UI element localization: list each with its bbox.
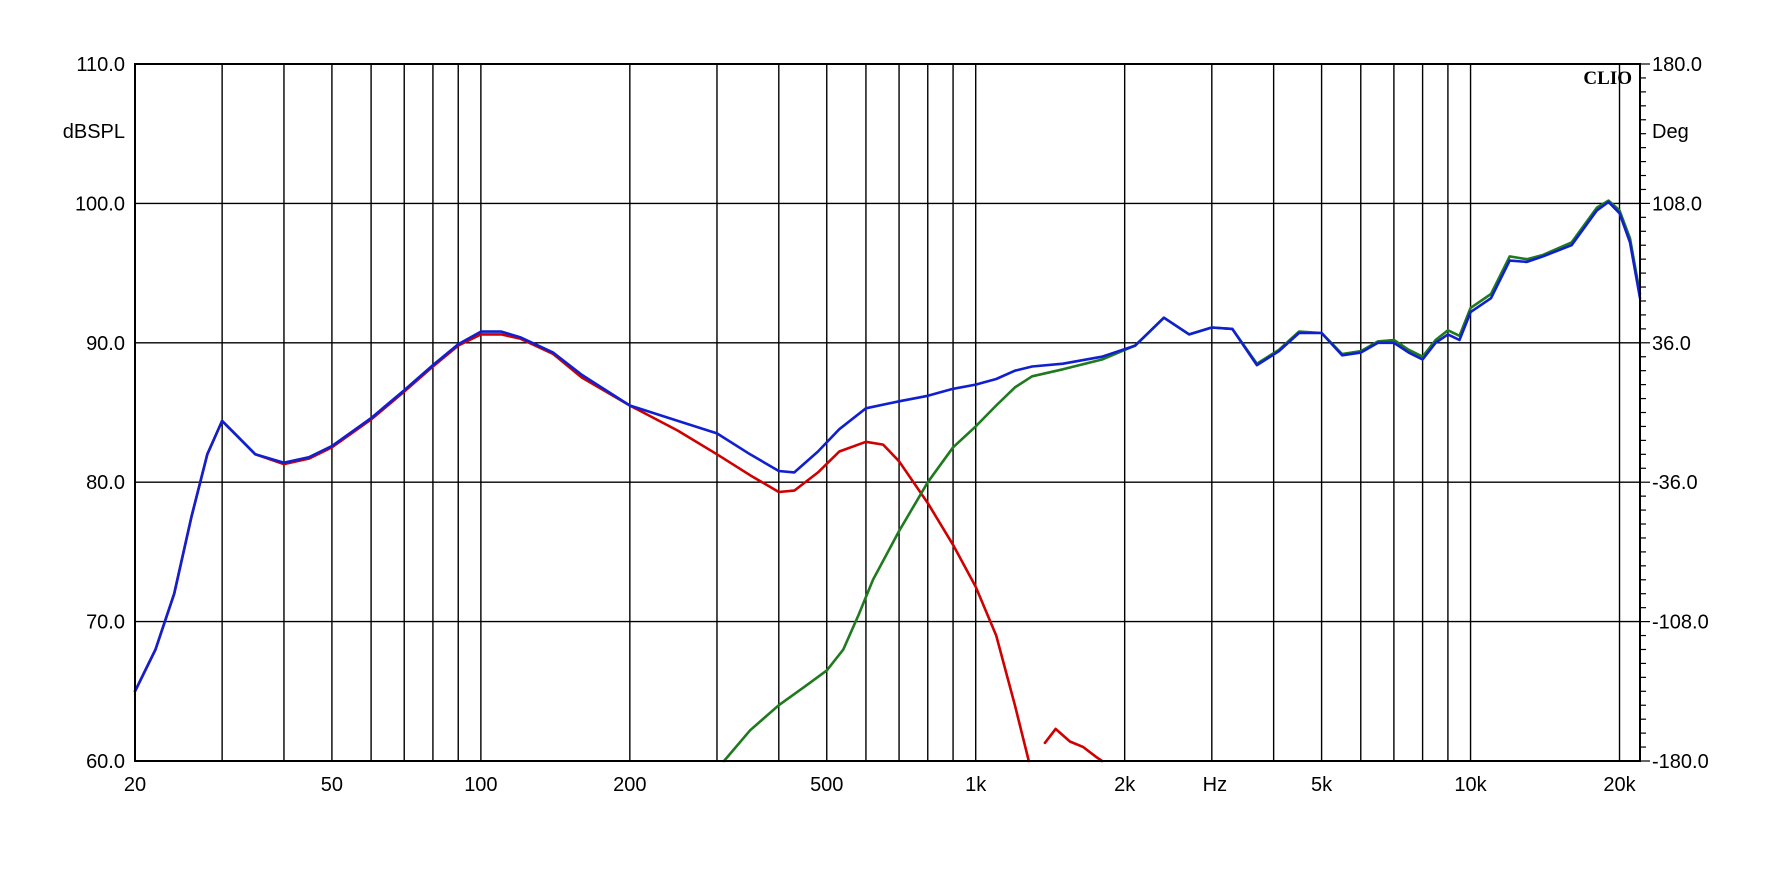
y-tick-label: 70.0 [86,612,125,634]
y2-tick-label: -108.0 [1652,612,1709,634]
plot-frame [134,63,1641,762]
x-tick-label: 100 [464,774,497,796]
x-tick-label: 1k [965,774,987,796]
y-tick-label: 90.0 [86,333,125,355]
x-axis-unit: Hz [1203,774,1227,796]
x-tick-label: 5k [1311,774,1333,796]
series-layer [133,199,1642,763]
clio-brand-label: CLIO [1583,68,1632,89]
y2-tick-label: 180.0 [1652,54,1702,76]
x-tick-label: 500 [810,774,843,796]
series-line-3 [722,199,1642,763]
series-line-4 [133,200,1642,693]
y-axis-title: dBSPL [63,121,125,143]
x-tick-label: 20 [124,774,146,796]
y2-tick-label: -36.0 [1652,472,1698,494]
y2-tick-label: 108.0 [1652,193,1702,215]
y-tick-label: 80.0 [86,472,125,494]
y-tick-label: 100.0 [75,193,125,215]
right-axis-minor-ticks [1640,63,1650,762]
grid-layer [135,63,1640,762]
label-layer: 20 50 100 200 500 1k 2k 5k 10k 20k 60.0 70.0 80.0 90.… [75,54,1709,796]
x-tick-label: 2k [1114,774,1136,796]
y-tick-label: 60.0 [86,751,125,773]
y2-axis-title: Deg [1652,121,1689,143]
x-tick-label: 10k [1454,774,1487,796]
x-tick-label: 200 [613,774,646,796]
x-tick-label: 50 [321,774,343,796]
x-tick-label: 20k [1603,774,1636,796]
series-line-1 [133,333,1031,763]
y2-tick-label: -180.0 [1652,751,1709,773]
series-line-2 [1043,727,1104,763]
y2-tick-label: 36.0 [1652,333,1691,355]
y-tick-label: 110.0 [76,54,125,76]
